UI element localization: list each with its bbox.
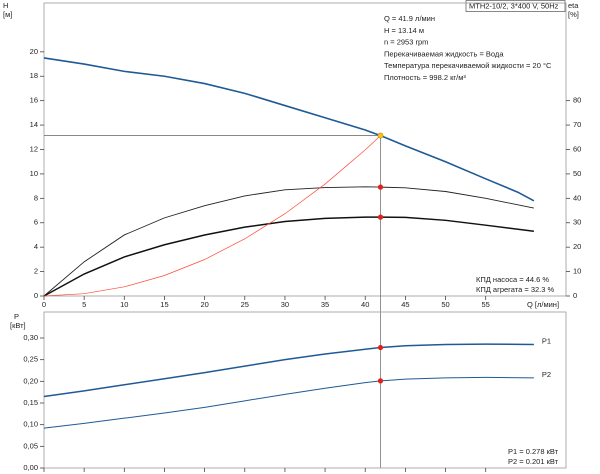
y-tick-label: 0,10	[23, 420, 38, 429]
curve	[43, 57, 535, 202]
duty-point	[377, 378, 384, 384]
x-tick-label: 20	[200, 300, 208, 309]
duty-point	[377, 184, 384, 190]
y-tick-label: 2	[34, 267, 38, 276]
y-tick-label: 0,20	[23, 376, 38, 385]
annotation: Перекачиваемая жидкость = Вода	[384, 49, 504, 58]
y-axis-unit: [кВт]	[10, 321, 26, 330]
plot-frame	[43, 2, 567, 297]
x-tick-label: 30	[281, 300, 289, 309]
y2-tick-label: 0	[573, 291, 577, 300]
note: КПД агрегата = 32.3 %	[476, 285, 554, 294]
y2-tick-label: 40	[573, 193, 581, 202]
y-tick-label: 6	[34, 218, 38, 227]
y-axis-label: P	[14, 312, 19, 321]
note: P2 = 0.201 кВт	[508, 457, 559, 466]
x-tick-label: 50	[441, 300, 449, 309]
y2-axis-unit: [%]	[568, 10, 579, 19]
y-tick-label: 18	[30, 71, 38, 80]
y-tick-label: 0,25	[23, 355, 38, 364]
x-tick-label: 45	[401, 300, 409, 309]
y2-tick-label: 20	[573, 242, 581, 251]
annotation: Q = 41.9 л/мин	[384, 14, 435, 23]
chart-title: MTH2-10/2, 3*400 V, 50Hz	[469, 1, 559, 10]
y2-tick-label: 50	[573, 169, 581, 178]
curve-label: P1	[542, 336, 551, 345]
y-tick-label: 8	[34, 193, 38, 202]
curve	[43, 135, 381, 297]
y-tick-label: 16	[30, 96, 38, 105]
x-axis-label: Q [л/мин]	[527, 300, 559, 309]
y-axis-unit: [м]	[3, 10, 12, 19]
x-tick-label: 10	[120, 300, 128, 309]
duty-point	[377, 344, 384, 351]
y2-tick-label: 60	[573, 144, 581, 153]
y-tick-label: 4	[34, 242, 38, 251]
y2-tick-label: 70	[573, 120, 581, 129]
y-tick-label: 0	[34, 291, 38, 300]
curve	[43, 343, 534, 398]
y-tick-label: 0,05	[23, 441, 38, 450]
curve	[43, 186, 534, 297]
y-tick-label: 14	[30, 120, 38, 129]
y-axis-label: H	[3, 1, 8, 10]
y-tick-label: 0,00	[23, 463, 38, 472]
title-box	[465, 0, 566, 12]
y2-axis-label: eta	[568, 1, 579, 10]
y-tick-label: 20	[30, 47, 38, 56]
x-tick-label: 55	[482, 300, 490, 309]
y-tick-label: 0,30	[23, 333, 38, 342]
y-tick-label: 10	[30, 169, 38, 178]
x-tick-label: 40	[361, 300, 369, 309]
annotation: Плотность = 998.2 кг/м³	[384, 73, 466, 82]
y2-tick-label: 30	[573, 218, 581, 227]
curve	[43, 216, 534, 297]
x-tick-label: 15	[160, 300, 168, 309]
curve	[43, 376, 534, 429]
duty-point	[377, 132, 384, 139]
curve-label: P2	[542, 370, 551, 379]
y-tick-label: 0,15	[23, 398, 38, 407]
annotation: n = 2953 rpm	[384, 38, 428, 47]
annotation: H = 13.14 м	[384, 26, 424, 35]
x-tick-label: 25	[241, 300, 249, 309]
note: P1 = 0.278 кВт	[508, 447, 559, 456]
annotation: Температура перекачиваемой жидкости = 20…	[384, 61, 552, 70]
y2-tick-label: 80	[573, 96, 581, 105]
plot-frame	[43, 311, 567, 469]
note: КПД насоса = 44.6 %	[476, 275, 549, 284]
x-tick-label: 0	[42, 300, 46, 309]
x-tick-label: 35	[321, 300, 329, 309]
duty-point	[377, 214, 384, 220]
y2-tick-label: 10	[573, 267, 581, 276]
x-tick-label: 5	[82, 300, 86, 309]
y-tick-label: 12	[30, 144, 38, 153]
